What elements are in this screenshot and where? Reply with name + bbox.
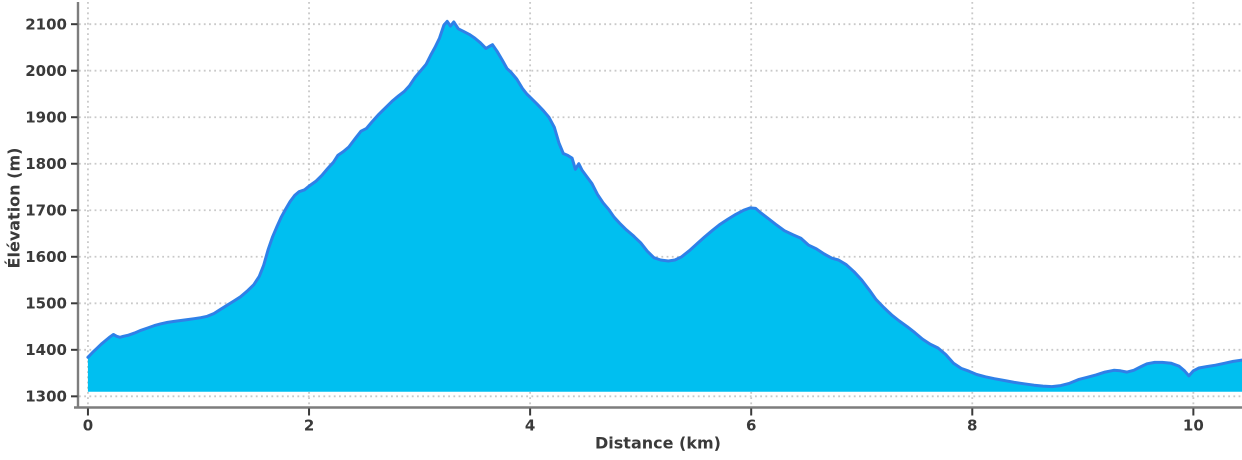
y-tick-label: 1400 — [25, 341, 67, 359]
elevation-area — [87, 21, 1242, 392]
y-tick-label: 2000 — [25, 62, 67, 80]
x-tick-label: 10 — [1183, 417, 1204, 435]
y-tick-label: 1900 — [25, 109, 67, 127]
x-tick-label: 2 — [304, 417, 314, 435]
x-tick-label: 6 — [746, 417, 756, 435]
x-tick-label: 0 — [83, 417, 93, 435]
y-tick-label: 1500 — [25, 295, 67, 313]
y-tick-label: 1300 — [25, 388, 67, 406]
y-tick-label: 1600 — [25, 248, 67, 266]
elevation-line — [86, 19, 1242, 389]
x-axis-title: Distance (km) — [595, 433, 721, 453]
x-tick-label: 8 — [967, 417, 977, 435]
y-axis-title: Élévation (m) — [4, 147, 24, 269]
x-tick-label: 4 — [525, 417, 535, 435]
y-tick-label: 1800 — [25, 155, 67, 173]
y-tick-label: 2100 — [25, 16, 67, 34]
y-tick-label: 1700 — [25, 202, 67, 220]
